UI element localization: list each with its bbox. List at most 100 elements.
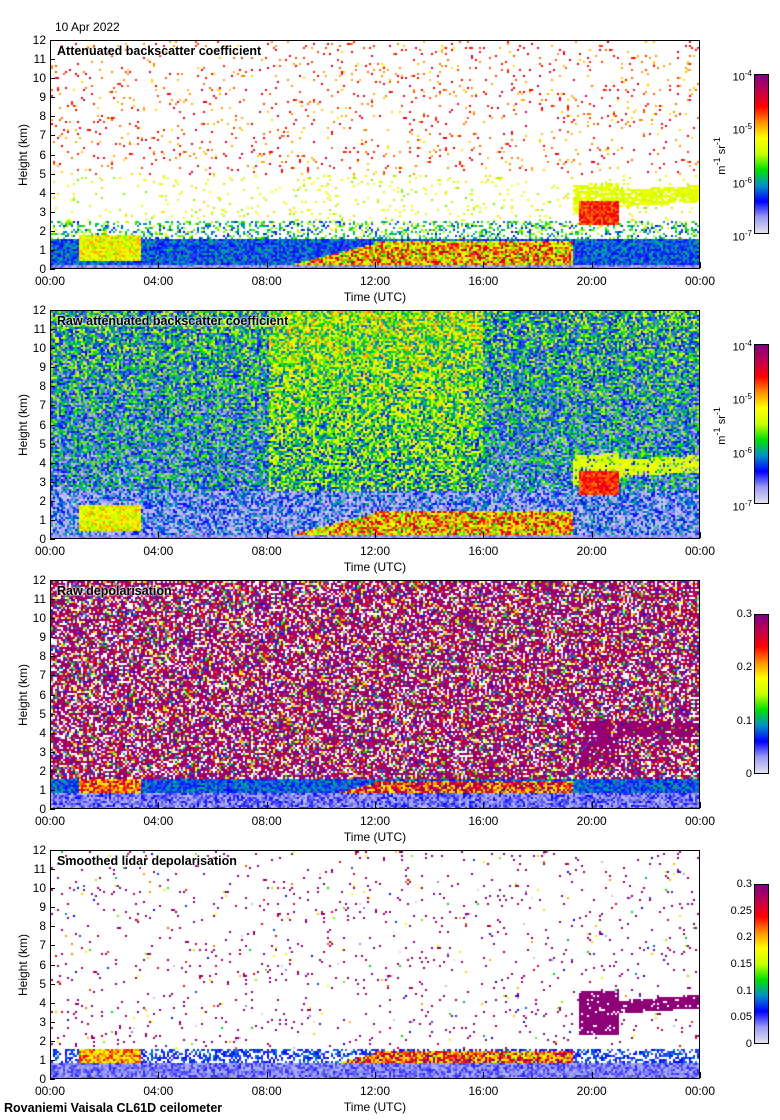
y-tick-label: 10 xyxy=(32,881,46,896)
y-tick-mark xyxy=(50,462,55,464)
y-tick-label: 3 xyxy=(39,744,46,759)
y-tick-mark xyxy=(50,192,55,194)
x-tick-mark xyxy=(591,1072,593,1078)
x-tick-mark xyxy=(375,802,376,808)
y-tick-label: 7 xyxy=(39,398,46,413)
x-tick-label: 00:00 xyxy=(34,544,66,558)
heatmap-canvas xyxy=(51,311,699,538)
x-tick-label: 00:00 xyxy=(34,814,66,828)
y-tick-mark xyxy=(50,40,55,41)
colorbar-tick-label: 10-5 xyxy=(732,122,752,137)
date-label: 10 Apr 2022 xyxy=(55,20,120,34)
y-tick-label: 6 xyxy=(39,687,46,702)
y-tick-label: 2 xyxy=(39,493,46,508)
x-tick-label: 12:00 xyxy=(359,274,391,288)
y-tick-mark xyxy=(50,964,55,966)
y-tick-label: 0 xyxy=(39,262,46,276)
y-tick-mark xyxy=(50,519,55,521)
y-tick-label: 11 xyxy=(33,52,46,67)
x-tick-mark xyxy=(591,802,593,808)
y-tick-label: 2 xyxy=(39,223,46,238)
y-tick-mark xyxy=(50,656,55,658)
x-tick-label: 20:00 xyxy=(576,814,607,828)
x-tick-label: 00:00 xyxy=(34,1084,66,1098)
colorbar-tick-label: 0.3 xyxy=(736,608,752,620)
y-tick-label: 12 xyxy=(32,843,46,857)
y-tick-label: 5 xyxy=(39,976,46,991)
y-tick-label: 4 xyxy=(39,185,46,200)
y-tick-label: 11 xyxy=(33,862,46,877)
colorbar xyxy=(754,344,769,504)
x-tick-mark xyxy=(266,802,268,808)
exponent: -1 xyxy=(712,136,723,146)
y-tick-mark xyxy=(50,348,55,350)
x-tick-mark xyxy=(266,262,268,268)
y-axis-label: Height (km) xyxy=(16,934,30,997)
x-tick-mark xyxy=(483,802,485,808)
y-tick-label: 2 xyxy=(39,1033,46,1048)
x-tick-label: 16:00 xyxy=(468,814,499,828)
x-tick-label: 08:00 xyxy=(251,1084,282,1098)
y-tick-label: 11 xyxy=(33,592,46,607)
x-tick-label: 04:00 xyxy=(143,1084,174,1098)
colorbar-tick-label: 0.2 xyxy=(736,661,752,674)
x-tick-label: 00:00 xyxy=(684,1084,716,1098)
colorbar-tick-label: 0.3 xyxy=(736,878,752,890)
x-tick-label: 04:00 xyxy=(143,814,174,828)
y-tick-mark xyxy=(50,310,55,311)
y-tick-mark xyxy=(50,869,55,871)
y-tick-mark xyxy=(50,59,55,61)
y-tick-mark xyxy=(50,249,55,251)
x-tick-label: 08:00 xyxy=(251,274,282,288)
y-tick-mark xyxy=(50,211,55,213)
y-tick-label: 11 xyxy=(33,322,46,337)
y-tick-label: 10 xyxy=(32,611,46,626)
exponent: -5 xyxy=(744,122,752,132)
exponent: -5 xyxy=(744,392,752,402)
y-tick-mark xyxy=(50,751,55,753)
colorbar-tick-label: 0 xyxy=(745,1038,752,1050)
plot-area: Smoothed lidar depolarisation xyxy=(50,850,700,1079)
y-tick-label: 9 xyxy=(39,630,46,645)
x-tick-label: 00:00 xyxy=(684,544,716,558)
colorbar-tick-label: 0.05 xyxy=(730,1011,752,1024)
y-tick-label: 1 xyxy=(39,242,46,257)
x-axis-label: Time (UTC) xyxy=(343,560,407,574)
heatmap-canvas xyxy=(51,41,699,268)
x-tick-mark xyxy=(266,532,268,538)
y-tick-mark xyxy=(50,1059,55,1061)
colorbar-tick-label: 10-7 xyxy=(732,499,752,514)
colorbar-tick-label: 0.2 xyxy=(736,931,752,944)
x-tick-label: 04:00 xyxy=(143,274,174,288)
colorbar-tick-label: 0.1 xyxy=(736,714,752,727)
plot-area: Attenuated backscatter coefficient xyxy=(50,40,700,269)
exponent: -4 xyxy=(744,339,752,348)
y-tick-mark xyxy=(50,580,55,581)
colorbar-tick-label: 10-6 xyxy=(732,175,752,191)
y-tick-mark xyxy=(50,230,55,232)
y-tick-label: 0 xyxy=(39,802,46,816)
y-tick-mark xyxy=(50,732,55,734)
x-tick-mark xyxy=(50,262,51,268)
exponent: -6 xyxy=(744,445,752,455)
x-tick-label: 20:00 xyxy=(576,544,607,558)
y-tick-label: 8 xyxy=(39,649,46,664)
x-tick-mark xyxy=(50,802,51,808)
y-tick-mark xyxy=(50,983,55,985)
y-tick-label: 9 xyxy=(39,900,46,915)
x-tick-mark xyxy=(375,262,376,268)
plot-area: Raw attenuated backscatter coefficient xyxy=(50,310,700,539)
y-tick-mark xyxy=(50,386,55,388)
y-tick-label: 4 xyxy=(39,995,46,1010)
y-axis-label: Height (km) xyxy=(16,664,30,727)
x-tick-label: 08:00 xyxy=(251,814,282,828)
x-tick-label: 12:00 xyxy=(359,814,391,828)
x-tick-label: 12:00 xyxy=(359,1084,391,1098)
y-axis-label: Height (km) xyxy=(16,124,30,187)
y-tick-mark xyxy=(50,481,55,483)
exponent: -7 xyxy=(744,229,752,238)
y-tick-mark xyxy=(50,809,55,810)
y-tick-mark xyxy=(50,405,55,407)
exponent: -7 xyxy=(744,499,752,508)
plot-area: Raw depolarisation xyxy=(50,580,700,809)
